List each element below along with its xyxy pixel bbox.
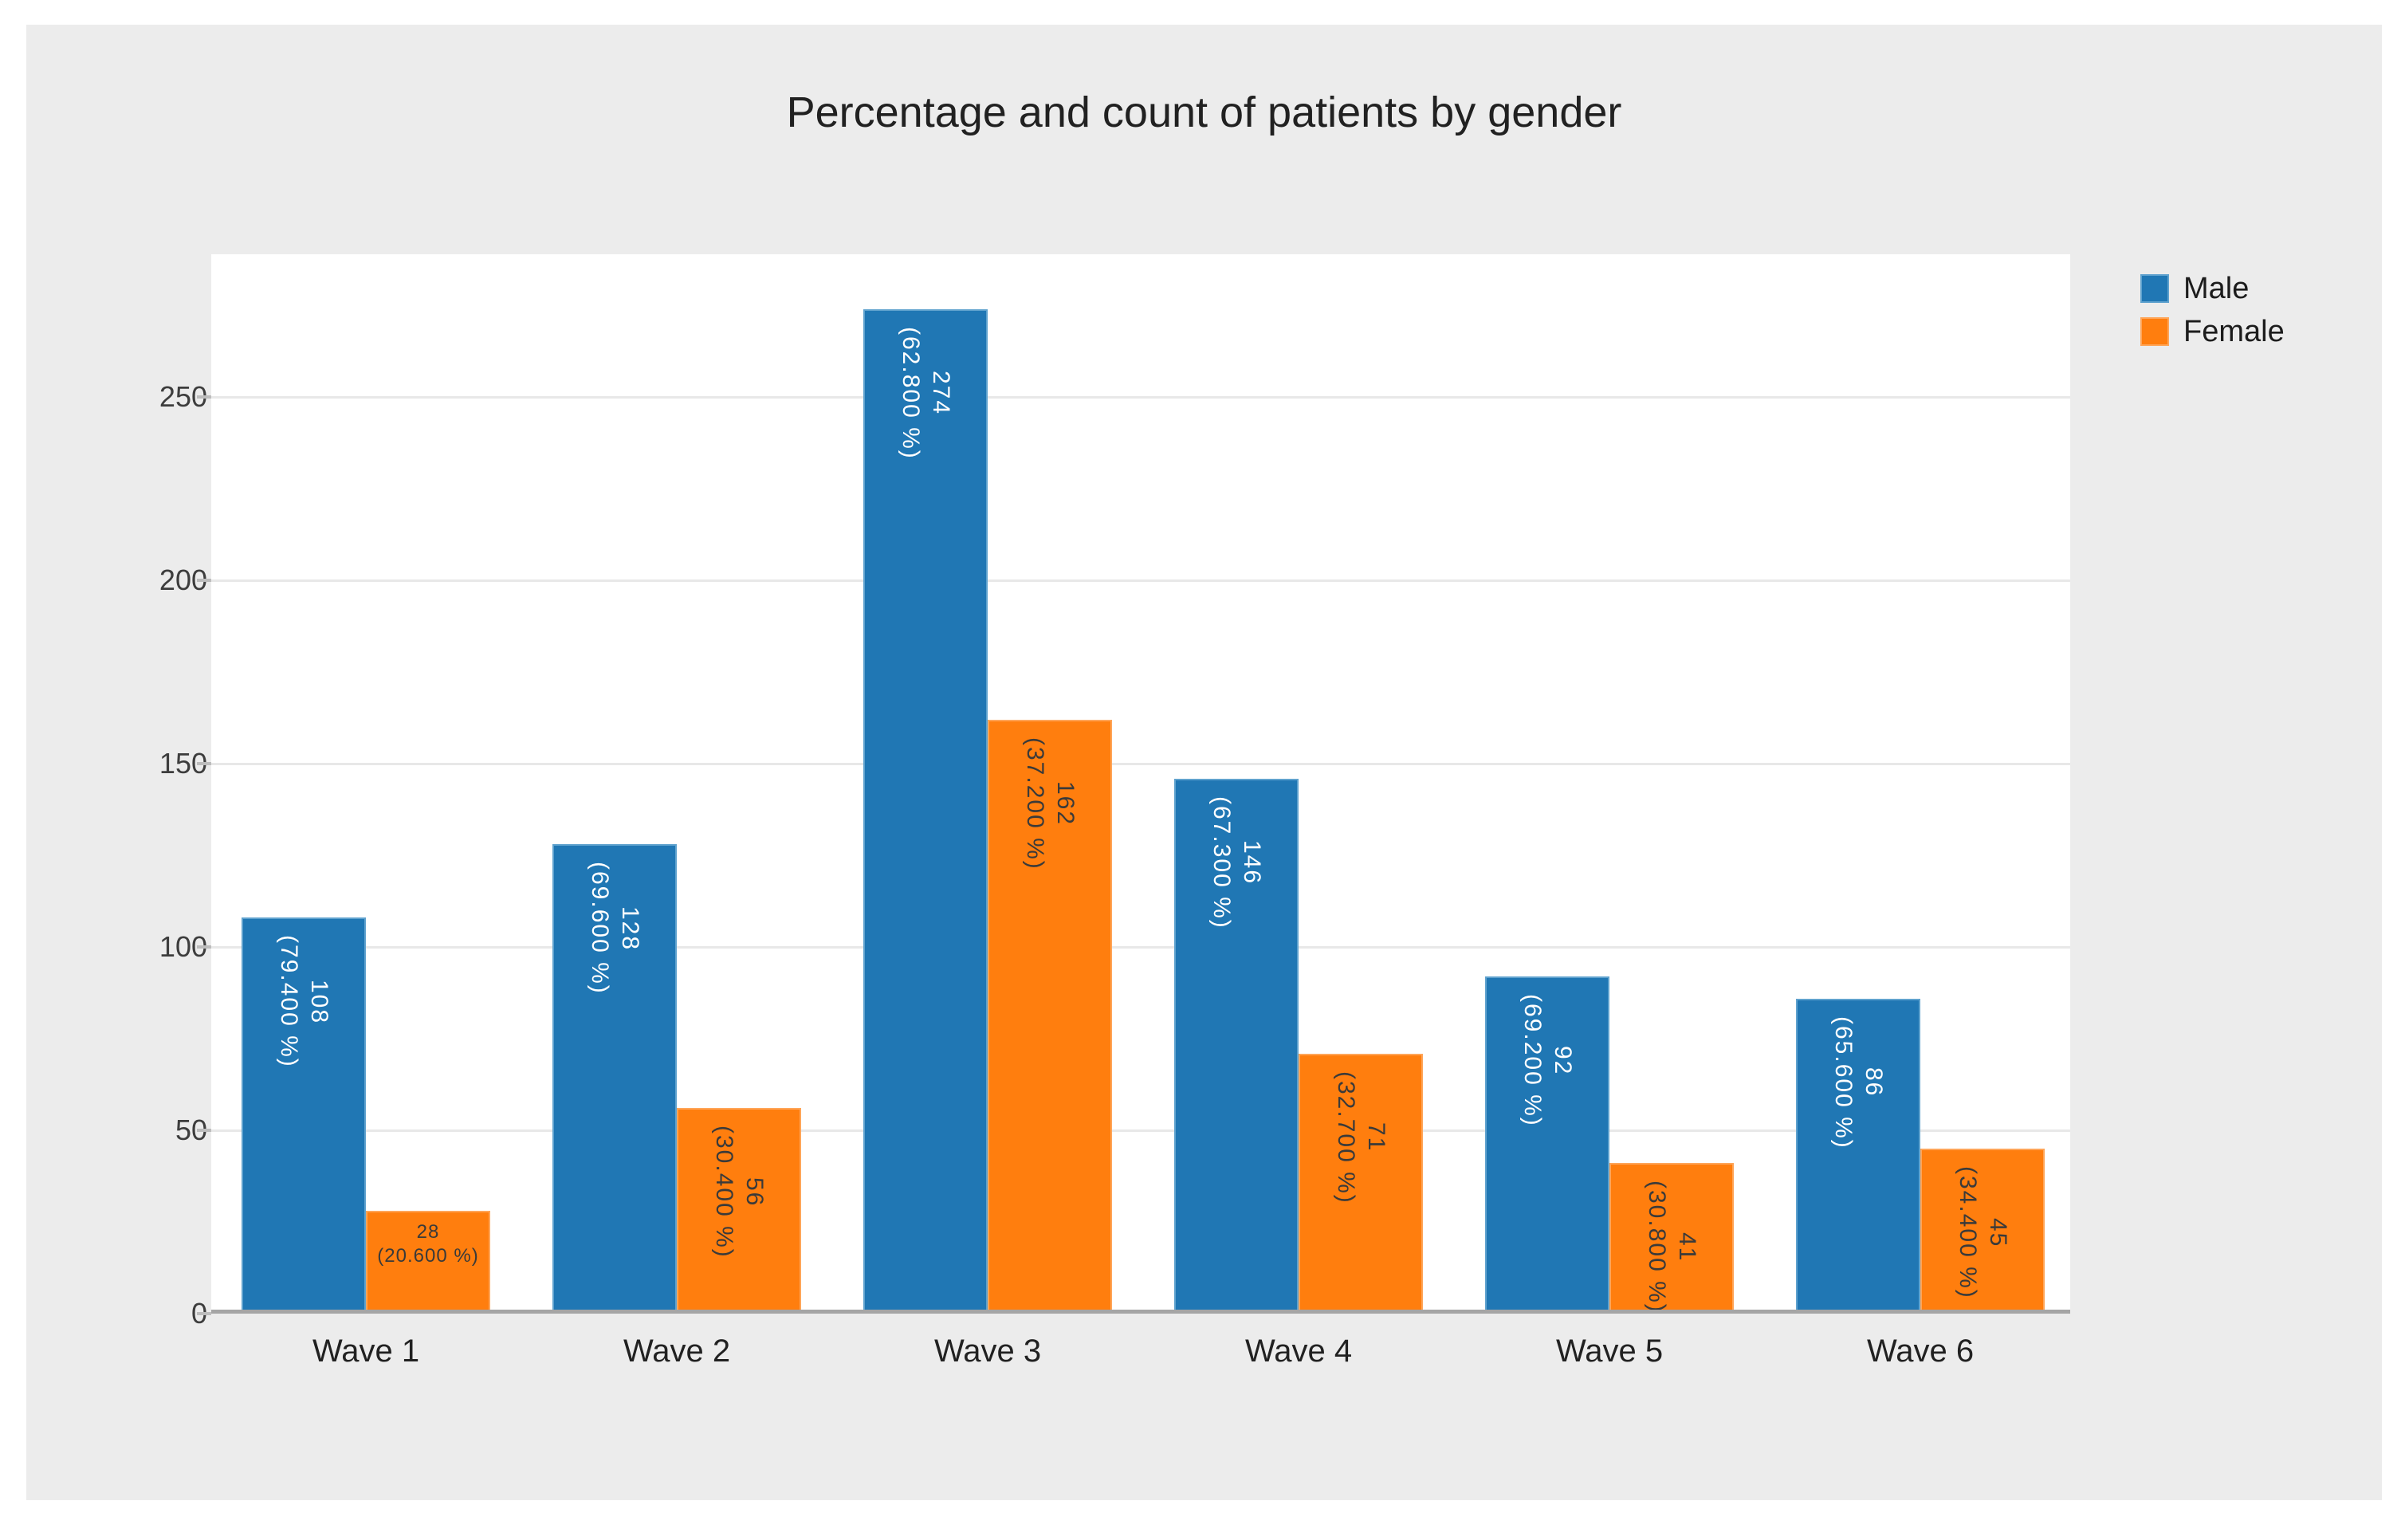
bar-label-male-wave-4: 146 (67.300 %) [1206, 796, 1267, 929]
bar-percent-label: (79.400 %) [276, 935, 302, 1069]
bar-count-label: 92 [1550, 1045, 1576, 1075]
y-axis-tick-label-100: 100 [159, 930, 207, 964]
y-axis-tick-label-150: 150 [159, 747, 207, 780]
bar-count-label: 56 [741, 1177, 768, 1208]
bar-female-wave-2: 56 (30.400 %) [677, 1108, 801, 1314]
bar-male-wave-3: 274 (62.800 %) [863, 308, 988, 1314]
bar-label-female-wave-1: 28 (20.600 %) [367, 1220, 489, 1268]
bar-count-label: 71 [1363, 1122, 1389, 1153]
bar-count-label: 162 [1052, 781, 1079, 827]
y-axis-tick-label-200: 200 [159, 564, 207, 597]
bar-count-label: 274 [928, 371, 954, 416]
bar-percent-label: (30.800 %) [1644, 1181, 1670, 1314]
legend-item-label: Female [2183, 315, 2285, 348]
y-axis-tick-mark-150 [197, 762, 211, 766]
bar-label-male-wave-2: 128 (69.600 %) [584, 862, 645, 995]
x-axis-line [211, 1310, 2070, 1314]
bar-female-wave-5: 41 (30.800 %) [1609, 1163, 1734, 1314]
x-axis-tick-label-2: Wave 2 [623, 1334, 731, 1369]
x-axis-tick-label-1: Wave 1 [312, 1334, 420, 1369]
bar-label-female-wave-4: 71 (32.700 %) [1330, 1071, 1391, 1204]
bar-male-wave-1: 108 (79.400 %) [242, 917, 366, 1314]
bar-female-wave-6: 45 (34.400 %) [1920, 1149, 2045, 1314]
x-axis-tick-label-4: Wave 4 [1244, 1334, 1353, 1369]
gridline-50 [211, 1129, 2070, 1132]
gridline-250 [211, 395, 2070, 399]
bar-count-label: 45 [1985, 1217, 2011, 1248]
bar-percent-label: (67.300 %) [1208, 796, 1235, 929]
bar-male-wave-5: 92 (69.200 %) [1485, 976, 1609, 1314]
bar-count-label: 128 [617, 906, 643, 951]
bar-female-wave-3: 162 (37.200 %) [988, 720, 1112, 1314]
y-axis-tick-mark-200 [197, 579, 211, 583]
bar-percent-label: (20.600 %) [377, 1245, 479, 1267]
y-axis-tick-mark-50 [197, 1129, 211, 1133]
legend-item-male: Male [2140, 273, 2285, 304]
bar-percent-label: (62.800 %) [898, 326, 924, 460]
y-axis-tick-label-250: 250 [159, 380, 207, 414]
bar-count-label: 108 [306, 979, 332, 1024]
bar-male-wave-6: 86 (65.600 %) [1796, 998, 1920, 1314]
bar-count-label: 41 [1674, 1232, 1700, 1263]
bar-percent-label: (69.200 %) [1519, 993, 1546, 1127]
y-axis-tick-label-50: 50 [175, 1114, 207, 1147]
bar-percent-label: (37.200 %) [1022, 737, 1048, 870]
gridline-150 [211, 762, 2070, 765]
gridline-100 [211, 945, 2070, 949]
x-axis-tick-label-6: Wave 6 [1866, 1334, 1975, 1369]
bar-count-label: 28 [416, 1221, 440, 1243]
bar-count-label: 146 [1239, 839, 1265, 886]
chart-canvas: Percentage and count of patients by gend… [26, 25, 2382, 1500]
bar-female-wave-1: 28 (20.600 %) [366, 1211, 490, 1314]
bar-female-wave-4: 71 (32.700 %) [1299, 1053, 1423, 1314]
y-axis-tick-mark-0 [197, 1312, 211, 1315]
bar-label-female-wave-5: 41 (30.800 %) [1641, 1181, 1702, 1314]
legend-item-label: Male [2183, 272, 2250, 305]
bar-count-label: 86 [1861, 1067, 1887, 1098]
bar-label-male-wave-1: 108 (79.400 %) [273, 935, 334, 1068]
bar-percent-label: (30.400 %) [711, 1126, 737, 1259]
bar-label-male-wave-5: 92 (69.200 %) [1517, 994, 1578, 1127]
legend-item-female: Female [2140, 316, 2285, 348]
bar-percent-label: (69.600 %) [587, 862, 613, 996]
gridline-200 [211, 579, 2070, 582]
x-axis-tick-label-3: Wave 3 [933, 1334, 1042, 1369]
y-axis-tick-mark-100 [197, 945, 211, 949]
bar-label-female-wave-2: 56 (30.400 %) [709, 1126, 769, 1259]
bar-percent-label: (65.600 %) [1830, 1016, 1857, 1149]
bar-percent-label: (32.700 %) [1333, 1071, 1359, 1204]
y-axis-tick-mark-250 [197, 395, 211, 399]
chart-title: Percentage and count of patients by gend… [786, 88, 1622, 136]
legend-swatch-male-icon [2140, 274, 2169, 303]
bar-label-female-wave-3: 162 (37.200 %) [1020, 737, 1080, 870]
bar-label-male-wave-3: 274 (62.800 %) [895, 327, 956, 460]
bar-male-wave-4: 146 (67.300 %) [1174, 778, 1299, 1314]
legend: Male Female [2140, 273, 2285, 348]
x-axis-tick-label-5: Wave 5 [1555, 1334, 1664, 1369]
bar-male-wave-2: 128 (69.600 %) [552, 844, 677, 1314]
bar-percent-label: (34.400 %) [1955, 1166, 1981, 1299]
bar-label-male-wave-6: 86 (65.600 %) [1828, 1016, 1888, 1149]
bar-label-female-wave-6: 45 (34.400 %) [1952, 1166, 2013, 1299]
y-axis-tick-label-0: 0 [191, 1297, 207, 1330]
legend-swatch-female-icon [2140, 317, 2169, 346]
plot-area: 108 (79.400 %) 128 (69.600 %) 274 (62.800 %) 1… [211, 254, 2070, 1314]
